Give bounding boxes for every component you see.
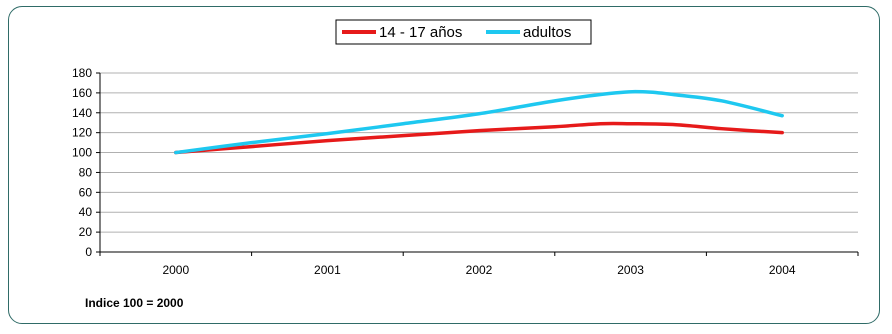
legend-label: 14 - 17 años [379,24,462,41]
index-note: Indice 100 = 2000 [85,296,184,310]
x-tick-label: 2004 [769,263,796,277]
y-tick-label: 60 [79,185,93,199]
y-tick-label: 0 [85,245,92,259]
chart-frame [8,6,880,324]
y-tick-label: 120 [72,126,92,140]
series-line-adults [174,89,784,155]
x-tick-label: 2003 [617,263,644,277]
legend-label: adultos [523,24,571,41]
x-tick-label: 2001 [314,263,341,277]
y-tick-label: 160 [72,86,92,100]
gridlines [100,72,858,233]
y-tick-label: 180 [72,66,92,80]
y-axis-ticks: 0 20 40 60 80 100 120 140 160 180 [72,66,100,259]
y-tick-label: 80 [79,165,93,179]
y-tick-label: 40 [79,205,93,219]
y-tick-label: 140 [72,106,92,120]
y-tick-label: 100 [72,146,92,160]
x-tick-label: 2000 [162,263,189,277]
y-tick-label: 20 [79,225,93,239]
axes [99,73,858,253]
x-axis-ticks: 2000 2001 2002 2003 2004 [99,252,859,277]
legend: 14 - 17 años adultos [335,19,592,45]
x-tick-label: 2002 [466,263,493,277]
legend-box [335,19,592,45]
series-lines [174,89,784,155]
series-line-teens [174,121,784,155]
